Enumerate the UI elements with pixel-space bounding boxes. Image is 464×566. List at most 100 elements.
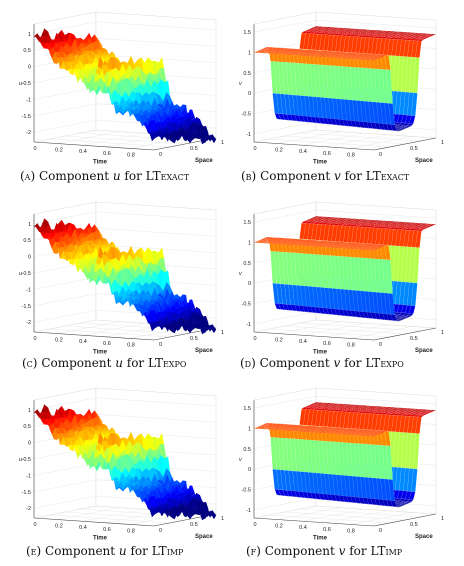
surface-plot-v-ltexact: 1.510.50-0.5-1v0 0.2 0.4 0.6 0.8Time00.51Spa… [239, 11, 444, 164]
grid-line [80, 508, 201, 518]
time-tick-label: 0.4 [299, 149, 307, 155]
z-axis-label: v [239, 81, 243, 87]
surface-plot-v-ltexpo: 1.510.50-0.5-1v0 0.2 0.4 0.6 0.8Time00.51Spa… [239, 201, 444, 354]
space-tick-label: 1 [221, 140, 224, 146]
time-tick-label: 0.8 [127, 152, 135, 158]
z-tick-label: 1 [28, 32, 31, 38]
surface-patch [427, 224, 434, 227]
grid-line [284, 135, 406, 145]
surface [253, 216, 437, 322]
surface-patch [384, 244, 391, 261]
space-tick-label: 0.5 [190, 336, 198, 342]
plot-a: 1 0.5 0 -0.5 -1 -1.5 -2 u 0 0.2 0.4 0.6 0.8 Time 0 0.5 1… [12, 6, 226, 164]
space-axis-label: Space [195, 348, 213, 354]
grid-line [253, 19, 437, 33]
time-tick-label: 0.4 [299, 339, 307, 345]
z-axis-label: v [239, 271, 243, 277]
z-tick-label: -1.5 [22, 304, 31, 310]
z-tick-label: -1 [246, 132, 251, 138]
space-tick-label: 0.5 [410, 146, 418, 152]
z-tick-label: -1 [246, 322, 251, 328]
time-axis-label: Time [313, 349, 328, 354]
surface-patch [429, 33, 437, 36]
surface-patch [417, 39, 424, 42]
z-tick-label: 1 [28, 222, 31, 228]
time-tick-label: 0.2 [55, 338, 63, 344]
surface [33, 28, 217, 145]
time-tick-label: 0.6 [103, 341, 111, 347]
grid-line [64, 135, 186, 145]
surface-patch [392, 130, 399, 132]
time-tick-label: 0 [253, 146, 256, 152]
z-tick-label: 0 [28, 65, 31, 71]
z-tick-label: 0 [28, 255, 31, 261]
z-tick-label: 0.5 [243, 261, 251, 267]
time-axis-line [33, 331, 155, 341]
tick-labels: 10.50-0.5-1-1.5-2u0 0.2 0.4 0.6 0.8Time00.51… [19, 32, 224, 164]
grid-line [269, 328, 390, 338]
z-tick-label: -0.5 [22, 271, 31, 277]
surface-patch [151, 321, 158, 332]
time-tick-label: 0 [253, 336, 256, 342]
space-tick-label: 0.5 [190, 146, 198, 152]
z-tick-label: -0.5 [242, 302, 251, 308]
surface-patch [413, 247, 420, 284]
surface-patch [425, 35, 432, 38]
surface-patch [427, 34, 434, 37]
time-axis-line [253, 141, 375, 151]
z-tick-label: 1.5 [243, 30, 251, 36]
z-tick-label: -1.5 [22, 114, 31, 120]
time-tick-label: 0.8 [127, 342, 135, 348]
plot-c: 1 0.5 0 -0.5 -1 -1.5 -2 u 0 0.2 0.4 0.6 0.8 Time 0 0.5 1… [12, 196, 226, 354]
surface-patch [425, 225, 432, 228]
surface [253, 26, 437, 132]
surface-patch [376, 246, 383, 249]
tick-labels: 1.510.50-0.5-1v0 0.2 0.4 0.6 0.8Time00.51Spa… [239, 220, 444, 354]
grid-line [49, 328, 170, 338]
surface-patch [376, 56, 383, 59]
time-axis-line [33, 517, 155, 527]
surface-patch [369, 249, 377, 251]
grid-line [49, 138, 170, 148]
z-axis-label: u [19, 271, 22, 277]
plot-d: 1.5 1 0.5 0 -0.5 -1 v 0 0.2 0.4 0.6 0.8 Time 0 0.5 1 Spa… [232, 196, 446, 354]
space-axis-label: Space [195, 158, 213, 164]
surface-plot-u-ltexact: 10.50-0.5-1-1.5-2u0 0.2 0.4 0.6 0.8Time00.51… [19, 11, 224, 164]
space-axis-label: Space [415, 348, 433, 354]
z-tick-label: 0.5 [243, 71, 251, 77]
z-tick-label: 1 [248, 240, 251, 246]
surface-patch [423, 36, 430, 38]
z-tick-label: -2 [26, 130, 31, 136]
grid-line [33, 21, 217, 35]
tick-labels: 10.50-0.5-1-1.5-2u0 0.2 0.4 0.6 0.8Time00.51… [19, 222, 224, 354]
space-tick-label: 1 [441, 330, 444, 336]
time-tick-label: 0.2 [275, 148, 283, 154]
z-tick-label: -0.5 [242, 112, 251, 118]
space-tick-label: 0 [159, 152, 162, 158]
time-tick-label: 0.8 [347, 342, 355, 348]
grid-line [253, 209, 437, 223]
time-axis-label: Time [93, 349, 108, 354]
time-tick-label: 0.6 [323, 151, 331, 157]
grid-line [64, 325, 186, 335]
surface-patch [392, 320, 399, 322]
time-tick-label: 0.2 [275, 338, 283, 344]
z-tick-label: -1 [26, 287, 31, 293]
time-tick-label: 0.4 [79, 149, 87, 155]
surface-patch [429, 223, 437, 226]
z-tick-label: -2 [26, 320, 31, 326]
surface-patch [423, 226, 430, 228]
space-tick-label: 1 [441, 140, 444, 146]
surface-patch [400, 127, 408, 129]
space-tick-label: 0.5 [410, 336, 418, 342]
grid-line [33, 397, 217, 411]
space-tick-label: 0 [159, 342, 162, 348]
surface-patch [384, 54, 391, 71]
time-tick-label: 0 [33, 146, 36, 152]
plot-e: 1 0.5 0 -0.5 -1 -1.5 -2 u 0 0.2 0.4 0.6 0.8 Time 0 0.5 1… [12, 382, 226, 540]
grid-line [269, 138, 390, 148]
grid-line [284, 325, 406, 335]
time-axis-line [253, 331, 375, 341]
surface-patch [151, 131, 158, 142]
z-tick-label: 0.5 [23, 48, 31, 54]
